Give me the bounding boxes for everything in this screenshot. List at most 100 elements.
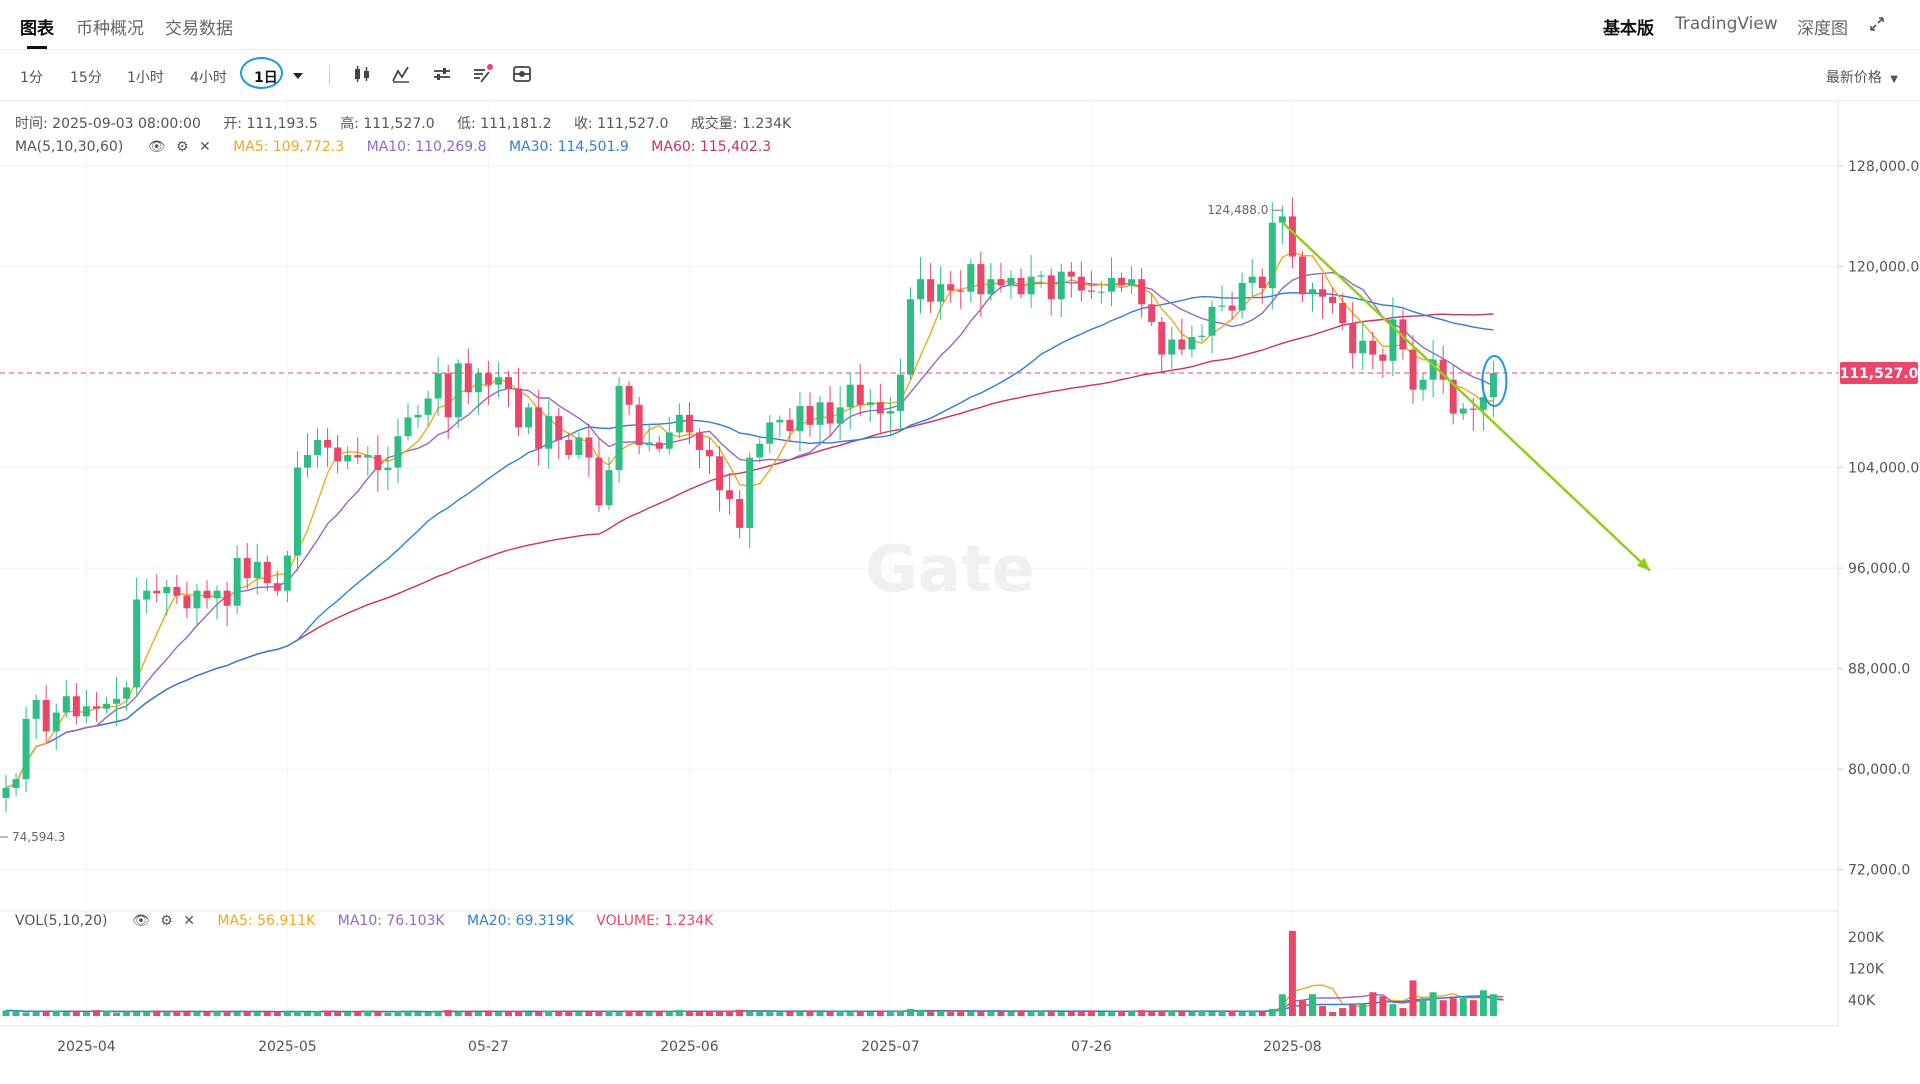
candle-body (736, 499, 744, 528)
candle (203, 580, 211, 609)
vol-close-icon[interactable]: ✕ (183, 913, 195, 929)
candle-body (334, 447, 342, 462)
interval-4h[interactable]: 4小时 (190, 70, 227, 86)
candle (565, 433, 573, 460)
x-tick-label: 2025-06 (660, 1039, 719, 1055)
candle (1309, 282, 1316, 312)
candle (444, 364, 452, 440)
candle (364, 446, 372, 476)
volume-bar (324, 1010, 332, 1016)
volume-bar (997, 1011, 1005, 1016)
candle-body (816, 402, 824, 425)
volume-bar (213, 1010, 221, 1016)
drawing-tools-icon[interactable] (471, 63, 493, 85)
ma-legend-label: MA(5,10,30,60) (15, 139, 124, 155)
candle (223, 582, 231, 627)
chart-toolbar: 1分 15分 1小时 4小时 1日 最新价格 ▼ (0, 51, 1920, 101)
volume-bar (364, 1010, 372, 1016)
volume-bar (766, 1010, 774, 1016)
candle-body (907, 299, 914, 375)
tab-coin-overview[interactable]: 币种概况 (76, 19, 144, 39)
candle (1369, 331, 1377, 370)
tab-trading-data[interactable]: 交易数据 (165, 19, 233, 39)
candle (283, 550, 291, 603)
candle-body (1128, 279, 1136, 286)
settings-sliders-icon[interactable] (431, 63, 453, 85)
volume-bar (1349, 1004, 1357, 1016)
candle-body (716, 456, 724, 491)
volume-bar (374, 1011, 382, 1016)
volume-bar (1228, 1010, 1236, 1016)
vol-tick-label: 200K (1848, 930, 1885, 946)
candle (1017, 268, 1025, 299)
candle (1268, 202, 1276, 310)
price-chart[interactable]: Gate 111,527.0 124,488.0 74,594.3 128,000.… (0, 100, 1920, 1080)
chart-container[interactable]: Gate 111,527.0 124,488.0 74,594.3 128,000.… (0, 100, 1920, 1080)
candle (103, 696, 110, 714)
volume-bar (987, 1010, 995, 1016)
interval-15m[interactable]: 15分 (70, 70, 102, 86)
tab-basic-version[interactable]: 基本版 (1603, 19, 1654, 39)
candle-body (364, 455, 372, 458)
candle (786, 407, 794, 443)
interval-1m[interactable]: 1分 (20, 70, 43, 86)
volume-bar (555, 1010, 563, 1016)
interval-dropdown-icon[interactable] (292, 71, 304, 81)
fullscreen-icon[interactable] (1868, 15, 1886, 33)
vol-settings-icon[interactable]: ⚙ (160, 913, 173, 929)
candle-body (233, 558, 241, 606)
close-icon[interactable]: ✕ (198, 139, 211, 155)
interval-1h[interactable]: 1小时 (127, 70, 164, 86)
candlestick-type-icon[interactable] (351, 63, 373, 85)
candle-body (133, 599, 141, 688)
x-tick-label: 07-26 (1071, 1039, 1112, 1055)
tab-chart[interactable]: 图表 (20, 19, 54, 39)
volume-bar (1067, 1011, 1075, 1016)
candle (766, 415, 774, 454)
tab-depth-chart[interactable]: 深度图 (1797, 19, 1848, 39)
candle (645, 423, 653, 452)
price-mode-select[interactable]: 最新价格 ▼ (1826, 67, 1898, 87)
volume-bar (685, 1012, 693, 1016)
candle (876, 383, 884, 435)
ma10-value: MA10: 110,269.8 (366, 139, 487, 155)
indicator-icon[interactable] (390, 63, 412, 85)
candle (806, 392, 814, 437)
candle-body (52, 712, 60, 732)
candle (354, 437, 362, 464)
candle-body (474, 373, 482, 393)
y-tick-label: 128,000.0 (1848, 159, 1919, 175)
vol-eye-icon[interactable]: 👁 (131, 913, 150, 929)
candle (1148, 294, 1156, 327)
candle (1118, 272, 1126, 293)
volume-bar (1298, 1000, 1306, 1016)
candle (585, 423, 593, 477)
candle (1037, 270, 1045, 288)
tab-tradingview[interactable]: TradingView (1675, 14, 1778, 34)
candle-body (1389, 319, 1397, 361)
volume-bar (1479, 990, 1487, 1016)
volume-bar (52, 1010, 60, 1016)
settings-icon[interactable]: ⚙ (175, 139, 189, 155)
volume-bar (1248, 1011, 1256, 1016)
volume-bar (515, 1011, 523, 1016)
volume-bar (1087, 1010, 1095, 1016)
snapshot-icon[interactable] (511, 63, 533, 85)
candle-body (796, 406, 804, 432)
candle-body (173, 586, 181, 596)
candle-body (645, 442, 653, 445)
volume-bar (967, 1011, 975, 1016)
eye-icon[interactable]: 👁 (147, 139, 166, 155)
candle (1097, 281, 1105, 304)
volume-bar (1369, 992, 1377, 1016)
candle-body (997, 279, 1005, 286)
candle-body (1198, 335, 1206, 337)
candle-body (1489, 373, 1497, 398)
interval-1d[interactable]: 1日 (254, 70, 278, 86)
candle (454, 359, 462, 428)
volume-bar (92, 1010, 100, 1016)
candle-body (1419, 379, 1427, 390)
candle (1047, 268, 1055, 316)
volume-bar (133, 1012, 141, 1016)
candle (1057, 263, 1065, 317)
